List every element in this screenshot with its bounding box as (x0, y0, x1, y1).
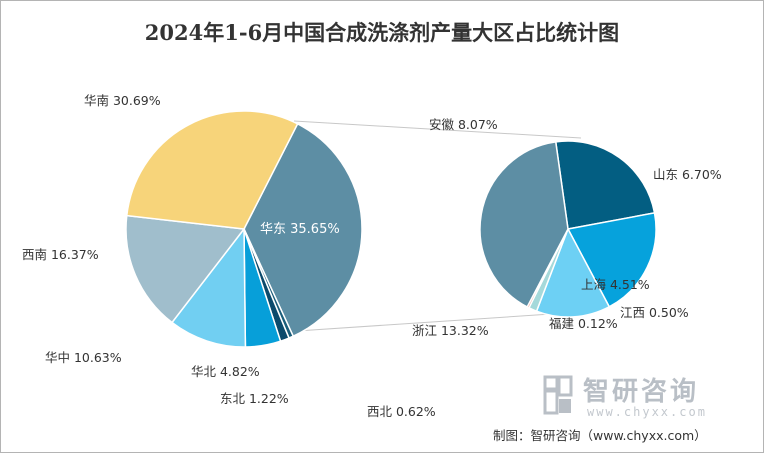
main-pie-label-2: 东北 1.22% (220, 391, 289, 406)
main-pie-label-4: 华中 10.63% (45, 350, 122, 365)
main-pie-label-3: 华北 4.82% (191, 364, 260, 379)
breakdown-pie (479, 140, 657, 318)
breakdown-pie-label-2: 上海 4.51% (581, 277, 650, 292)
breakdown-pie-slice-2 (535, 227, 611, 318)
connector-line-bottom (296, 311, 582, 332)
watermark-logo: 智研咨询 www.chyxx.com (543, 373, 743, 423)
main-pie-label-0: 华东 35.65% (260, 222, 340, 237)
chart-title: 2024年1-6月中国合成洗涤剂产量大区占比统计图 (144, 20, 620, 45)
breakdown-pie-label-3: 江西 0.50% (620, 305, 689, 320)
main-pie (125, 110, 363, 348)
main-pie-label-1: 西北 0.62% (367, 404, 436, 419)
breakdown-pie-slice-0 (554, 140, 656, 230)
logo-mark-icon (543, 375, 573, 415)
breakdown-pie-label-0: 安徽 8.07% (429, 117, 498, 132)
breakdown-pie-slice-5 (479, 141, 569, 308)
watermark-url: www.chyxx.com (587, 405, 707, 419)
watermark-brand: 智研咨询 (583, 377, 700, 407)
main-pie-slice-0 (243, 122, 363, 338)
main-pie-slice-4 (170, 226, 247, 348)
main-pie-slice-5 (125, 214, 246, 324)
connector-line-top (293, 120, 582, 139)
breakdown-pie-slice-1 (566, 212, 657, 308)
main-pie-slice-6 (125, 110, 299, 230)
source-note: 制图：智研咨询（www.chyxx.com） (493, 428, 707, 443)
breakdown-pie-label-4: 福建 0.12% (549, 316, 618, 331)
main-pie-label-6: 华南 30.69% (84, 93, 161, 108)
slice-labels: 华东 35.65% 西北 0.62% 东北 1.22% 华北 4.82% 华中 10.6… (22, 93, 722, 419)
main-pie-label-5: 西南 16.37% (22, 247, 99, 262)
breakdown-pie-label-5: 浙江 13.32% (412, 323, 489, 338)
connector-lines (293, 120, 582, 332)
breakdown-pie-label-1: 山东 6.70% (653, 167, 722, 182)
